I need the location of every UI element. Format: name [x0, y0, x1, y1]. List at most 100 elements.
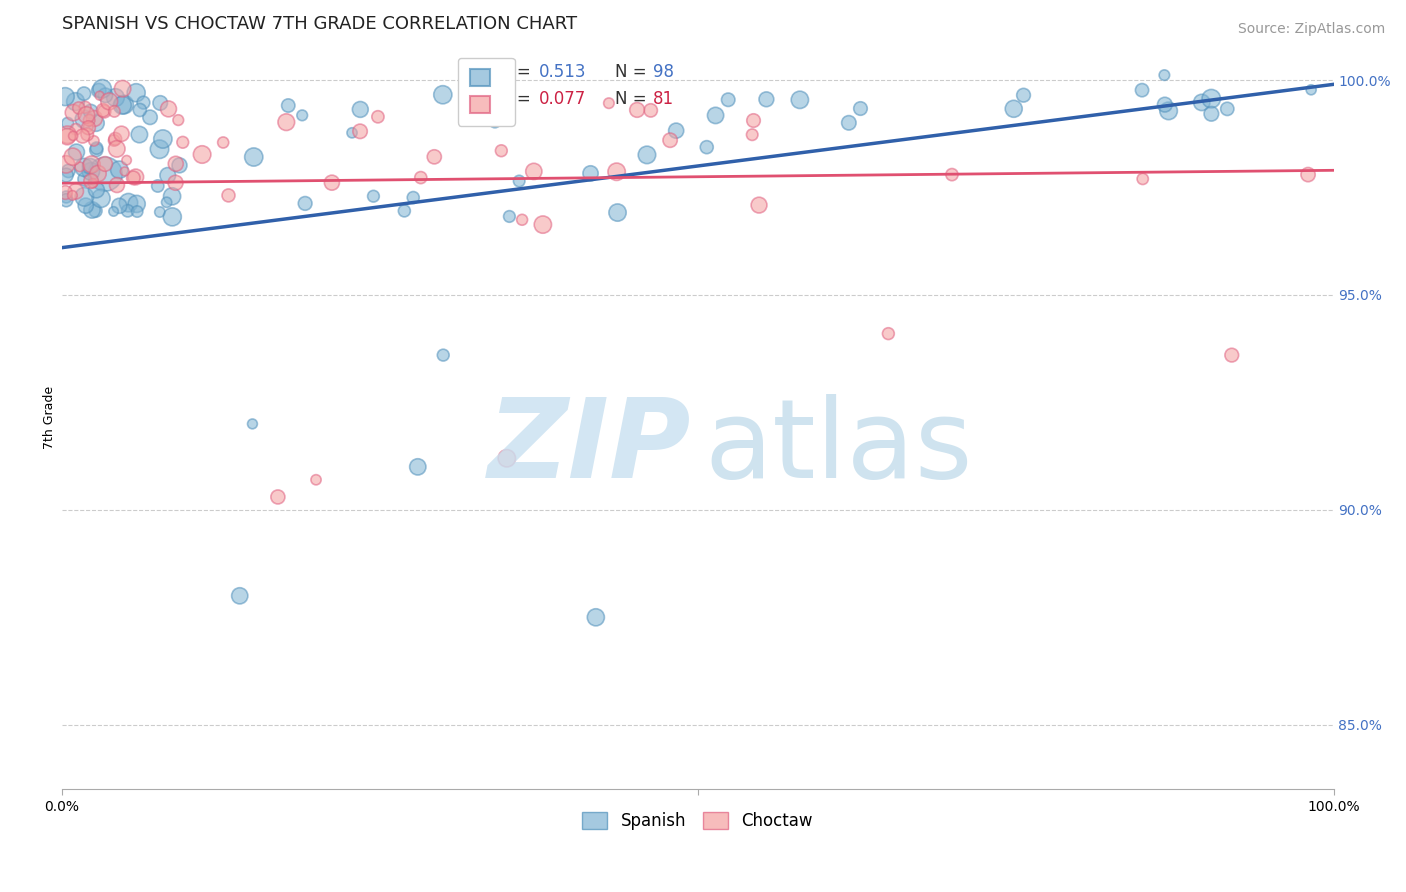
Point [498, 210, 520, 224]
Point [167, 113, 190, 128]
Point [340, 126, 363, 140]
Point [665, 123, 688, 137]
Point [62, 188, 84, 202]
Point [531, 218, 554, 232]
Point [598, 96, 620, 111]
Point [115, 153, 138, 168]
Point [212, 136, 235, 150]
Point [321, 176, 343, 190]
Point [156, 195, 179, 210]
Text: 0.513: 0.513 [538, 62, 586, 80]
Point [111, 98, 134, 112]
Point [127, 204, 149, 219]
Point [218, 188, 240, 202]
Point [77, 120, 100, 134]
Point [1012, 88, 1035, 103]
Point [748, 198, 770, 212]
Point [105, 142, 128, 156]
Point [191, 147, 214, 161]
Legend: Spanish, Choctaw: Spanish, Choctaw [576, 805, 820, 837]
Point [76, 128, 98, 142]
Text: R =: R = [501, 62, 537, 80]
Point [98, 95, 121, 109]
Point [1157, 103, 1180, 118]
Point [579, 166, 602, 180]
Point [149, 95, 172, 110]
Point [1153, 97, 1175, 112]
Point [67, 101, 90, 115]
Point [508, 174, 530, 188]
Point [86, 183, 108, 197]
Text: Source: ZipAtlas.com: Source: ZipAtlas.com [1237, 22, 1385, 37]
Point [80, 157, 103, 171]
Point [626, 103, 648, 117]
Point [83, 134, 105, 148]
Point [696, 140, 718, 154]
Point [80, 174, 103, 188]
Point [112, 97, 135, 112]
Point [65, 122, 87, 136]
Point [73, 87, 96, 101]
Point [58, 164, 80, 178]
Point [423, 150, 446, 164]
Point [84, 143, 107, 157]
Point [122, 170, 145, 185]
Point [108, 162, 131, 177]
Point [93, 104, 115, 119]
Point [659, 133, 682, 147]
Point [65, 95, 87, 109]
Point [755, 92, 778, 106]
Point [103, 104, 125, 119]
Text: atlas: atlas [704, 393, 973, 500]
Point [152, 132, 174, 146]
Point [105, 178, 128, 192]
Point [84, 116, 107, 130]
Point [77, 113, 100, 128]
Point [1002, 102, 1025, 116]
Point [491, 144, 513, 158]
Point [53, 89, 76, 103]
Point [402, 190, 425, 204]
Point [125, 86, 148, 100]
Point [80, 164, 103, 178]
Point [169, 158, 191, 172]
Point [94, 167, 117, 181]
Point [1201, 107, 1223, 121]
Point [1132, 172, 1154, 186]
Point [125, 197, 148, 211]
Point [53, 186, 76, 200]
Point [941, 168, 963, 182]
Point [636, 148, 658, 162]
Point [91, 103, 114, 118]
Point [1130, 83, 1153, 97]
Point [484, 115, 506, 129]
Text: ZIP: ZIP [488, 393, 692, 500]
Y-axis label: 7th Grade: 7th Grade [44, 386, 56, 449]
Point [86, 141, 108, 155]
Point [55, 157, 77, 171]
Point [349, 124, 371, 138]
Point [128, 103, 150, 117]
Point [110, 127, 132, 141]
Point [87, 84, 110, 98]
Point [1216, 102, 1239, 116]
Point [125, 169, 148, 184]
Point [69, 160, 91, 174]
Point [55, 193, 77, 207]
Point [394, 203, 416, 218]
Point [406, 459, 429, 474]
Text: 81: 81 [652, 90, 675, 108]
Point [128, 128, 150, 142]
Point [488, 103, 510, 118]
Point [291, 108, 314, 122]
Point [62, 150, 84, 164]
Point [75, 199, 97, 213]
Point [849, 102, 872, 116]
Text: R =: R = [501, 90, 537, 108]
Point [82, 176, 104, 190]
Point [229, 589, 252, 603]
Point [79, 104, 101, 119]
Point [165, 157, 187, 171]
Point [432, 87, 454, 102]
Point [305, 473, 328, 487]
